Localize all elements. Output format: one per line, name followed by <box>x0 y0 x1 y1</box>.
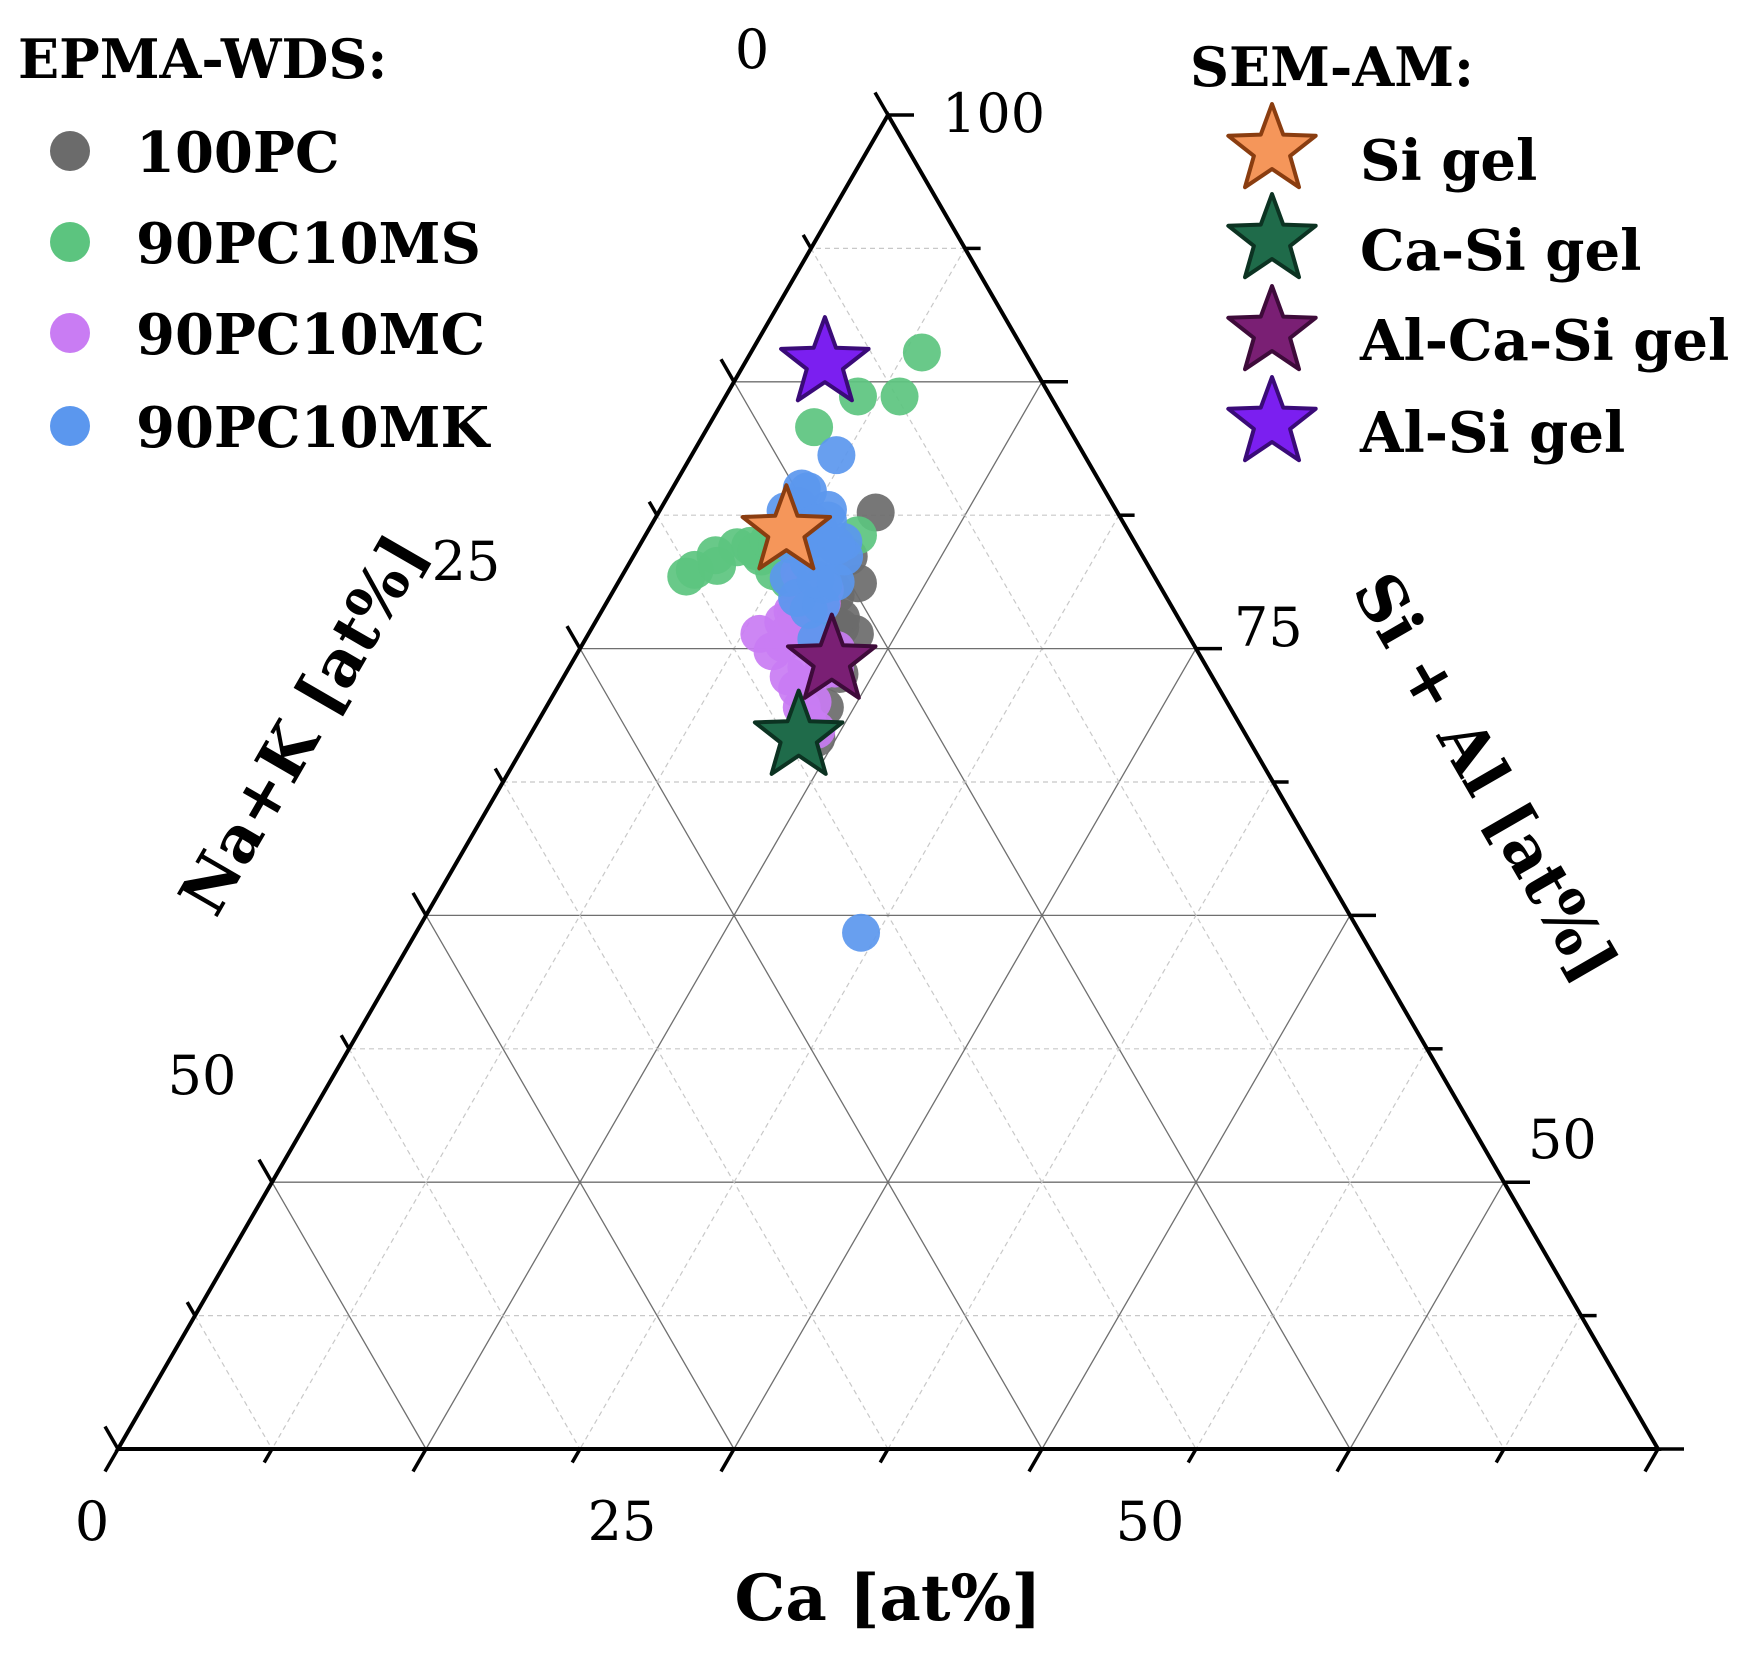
tick-bottom-10 <box>262 1448 274 1464</box>
legend-marker-90pc10ms <box>50 222 90 262</box>
legend-label-ca-si-gel: Ca-Si gel <box>1360 218 1641 284</box>
axis-title-left: Na+K [at%] <box>165 523 442 928</box>
legend-marker-100pc <box>50 131 90 171</box>
legend-marker-al-ca-si-gel <box>1226 284 1318 372</box>
axis-title-right: Si + Al [at%] <box>1338 560 1632 994</box>
tick-bottom-20 <box>411 1448 428 1473</box>
tick-bottom-100 <box>1643 1448 1660 1473</box>
legend-marker-90pc10mk <box>50 406 90 446</box>
star-al-ca-si-gel <box>786 612 878 700</box>
legend-label-al-ca-si-gel: Al-Ca-Si gel <box>1359 308 1729 374</box>
star-ca-si-gel <box>752 688 845 776</box>
legend-label-90pc10mc: 90PC10MC <box>136 302 485 368</box>
tick-label-right-100: 100 <box>942 82 1045 145</box>
point-90pc10mk-0 <box>817 436 856 475</box>
tick-bottom-60 <box>1027 1448 1044 1473</box>
legend-title-sem-am: SEM-AM: <box>1190 35 1474 99</box>
tick-left-90 <box>185 1301 197 1317</box>
legend-epma-wds: EPMA-WDS: 100PC 90PC10MS 90PC10MC 90PC10… <box>18 27 492 461</box>
legend-star-markers <box>1226 102 1318 463</box>
grid-line-nak-60 <box>425 915 735 1450</box>
legend-marker-ca-si-gel <box>1226 192 1318 280</box>
tick-label-left-50: 50 <box>168 1044 237 1107</box>
point-90pc10ms-0 <box>902 333 941 372</box>
grid-line-nak-70 <box>348 1048 581 1450</box>
legend-label-al-si-gel: Al-Si gel <box>1359 400 1625 466</box>
tick-left-80 <box>257 1158 274 1184</box>
tick-label-bottom-25: 25 <box>588 1490 657 1553</box>
tick-left-10 <box>801 234 813 250</box>
tick-bottom-80 <box>1335 1448 1352 1473</box>
grid-line-ca-50 <box>887 781 1274 1450</box>
tick-left-20 <box>719 358 736 383</box>
grid-line-nak-50 <box>502 781 889 1450</box>
legend-title-epma-wds: EPMA-WDS: <box>18 27 387 91</box>
legend-marker-90pc10mc <box>50 313 90 353</box>
legend-marker-si-gel <box>1226 102 1318 190</box>
grid-line-ca-10 <box>271 248 966 1450</box>
tick-bottom-0 <box>103 1448 120 1473</box>
tick-bottom-70 <box>1186 1448 1198 1464</box>
tick-left-100 <box>103 1425 120 1450</box>
point-90pc10ms-14 <box>698 546 737 585</box>
point-90pc10ms-1 <box>880 377 919 416</box>
tick-label-right-75: 75 <box>1234 596 1303 659</box>
tick-label-bottom-50: 50 <box>1116 1490 1185 1553</box>
axis-title-bottom: Ca [at%] <box>734 1561 1041 1636</box>
legend-label-100pc: 100PC <box>136 120 340 186</box>
tick-left-30 <box>647 500 659 517</box>
grid-line-nak-90 <box>194 1315 273 1450</box>
star-si-gel <box>740 483 833 571</box>
point-90pc10mk-24 <box>817 526 856 565</box>
tick-left-60 <box>411 892 428 917</box>
grid-lines <box>194 247 1582 1450</box>
grid-line-ca-90 <box>1503 1315 1582 1450</box>
grid-line-ca-60 <box>1041 915 1351 1450</box>
star-al-si-gel <box>779 315 871 403</box>
tick-left-50 <box>493 767 505 783</box>
tick-left-70 <box>339 1034 351 1050</box>
point-90pc10ms-13 <box>667 557 706 596</box>
legend-label-90pc10mk: 90PC10MK <box>136 395 492 461</box>
tick-label-bottom-0: 0 <box>75 1490 109 1553</box>
grid-line-ca-80 <box>1349 1181 1505 1450</box>
tick-bottom-30 <box>570 1448 582 1464</box>
tick-left-40 <box>565 625 582 650</box>
tick-label-right-50: 50 <box>1528 1108 1597 1171</box>
point-90pc10ms-22 <box>795 408 834 447</box>
sem-am-stars <box>740 315 878 776</box>
grid-line-ca-70 <box>1195 1048 1428 1450</box>
tick-bottom-50 <box>878 1448 890 1464</box>
legend-label-90pc10ms: 90PC10MS <box>136 211 481 277</box>
tick-label-left-25: 25 <box>432 530 501 593</box>
tick-label-left-0: 0 <box>735 18 769 81</box>
point-90pc10mk-25 <box>842 913 881 952</box>
legend-sem-am: SEM-AM: Si gel Ca-Si gel Al-Ca-Si gel Al… <box>1190 35 1729 466</box>
tick-left-0 <box>873 91 890 116</box>
tick-bottom-40 <box>719 1448 736 1473</box>
legend-label-si-gel: Si gel <box>1360 128 1537 194</box>
legend-marker-al-si-gel <box>1226 375 1318 463</box>
grid-line-nak-30 <box>656 514 1197 1450</box>
tick-bottom-90 <box>1494 1448 1506 1464</box>
grid-line-nak-80 <box>271 1181 427 1450</box>
tick-marks <box>103 91 1684 1473</box>
grid-line-nak-10 <box>810 248 1505 1450</box>
